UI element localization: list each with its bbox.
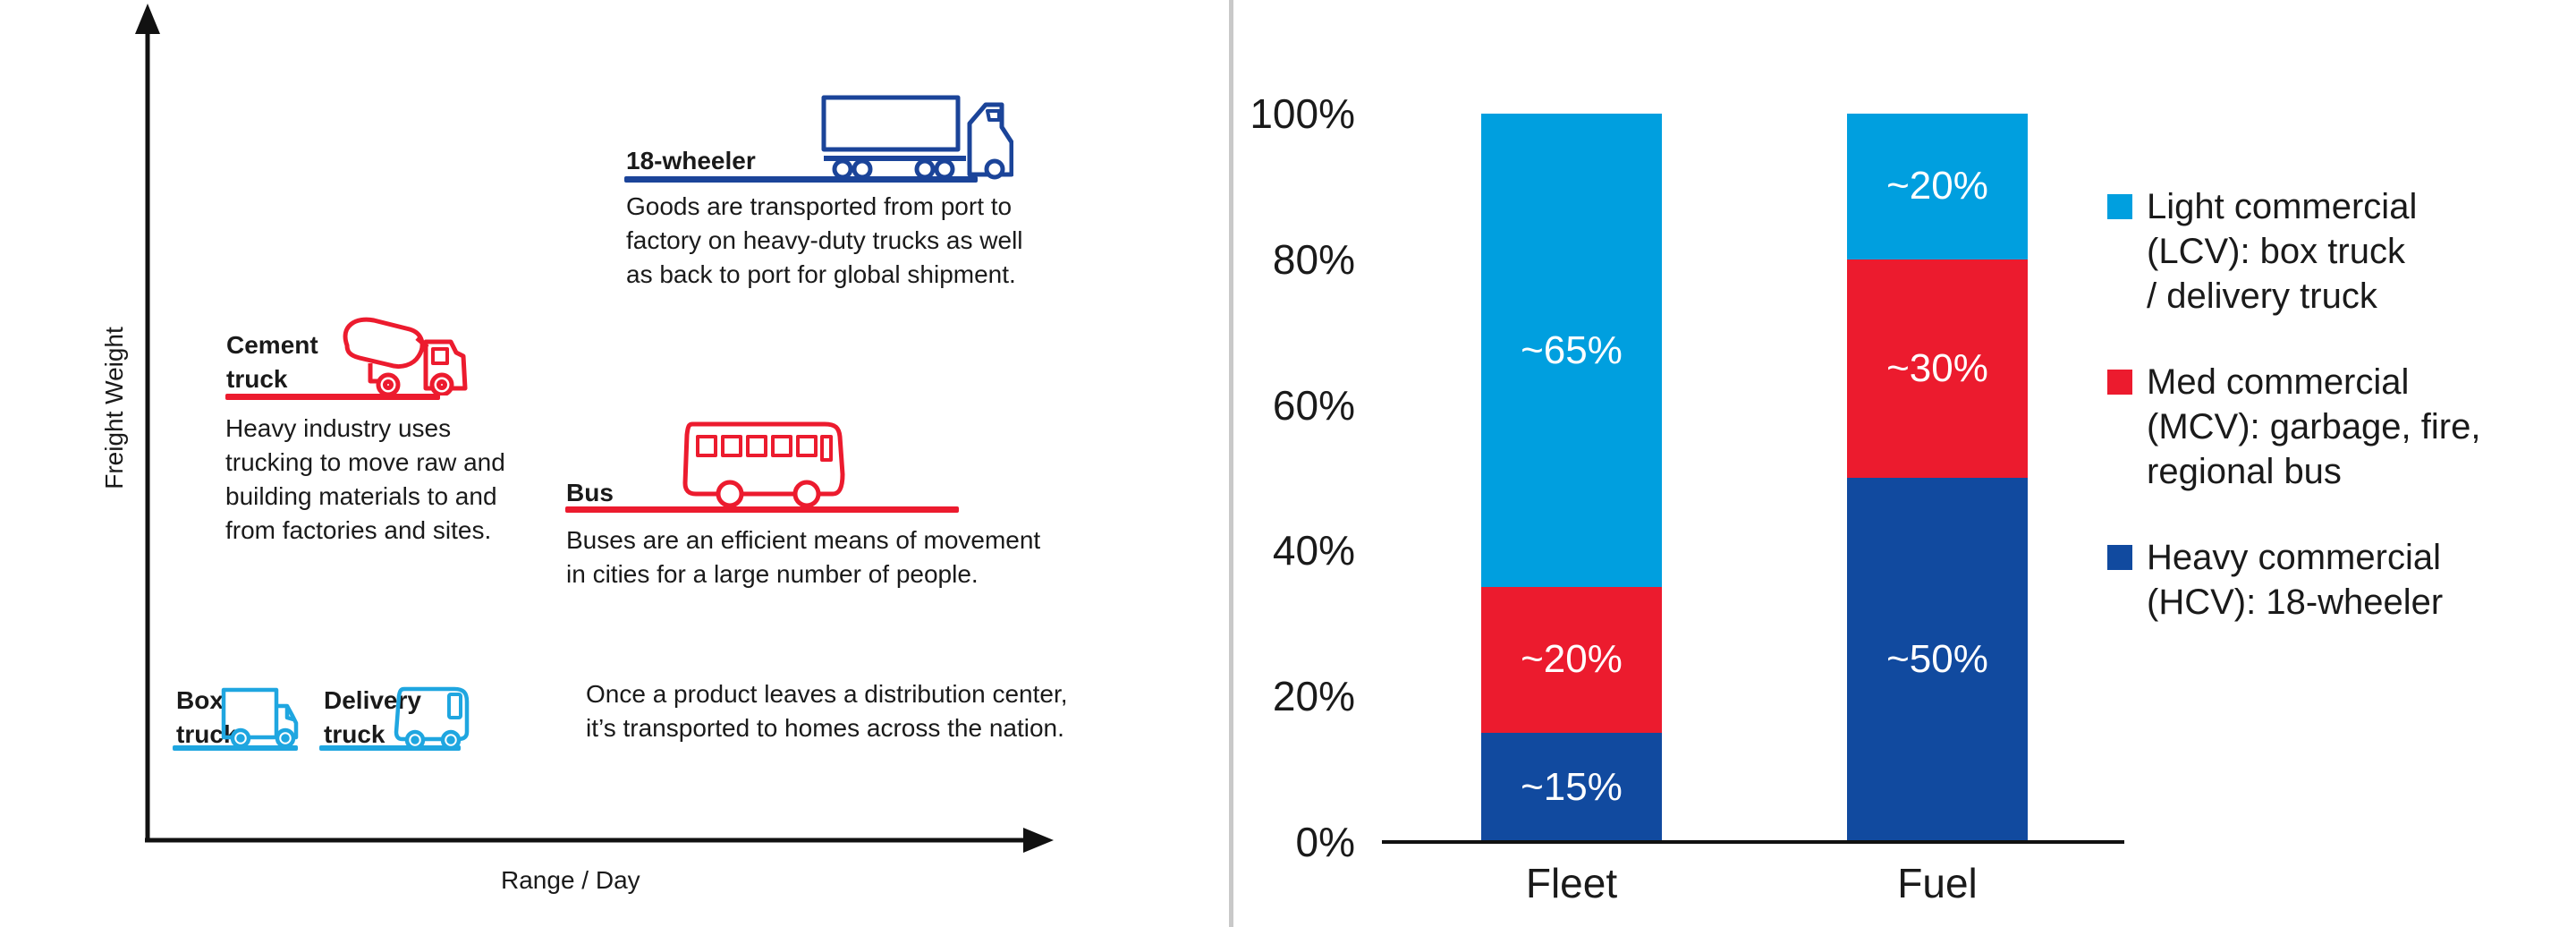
x-axis-line — [1382, 840, 2124, 844]
legend-swatch-mcv-icon — [2107, 370, 2132, 395]
category-label-fuel: Fuel — [1897, 860, 1978, 906]
bar-segment: ~20% — [1847, 114, 2028, 259]
bar-segment: ~50% — [1847, 477, 2028, 842]
y-tick-label: 20% — [1272, 673, 1355, 720]
diagram-axes — [135, 4, 1054, 853]
y-tick-label: 60% — [1272, 381, 1355, 429]
delivery-truck-underline — [319, 745, 461, 751]
bar-segment: ~30% — [1847, 259, 2028, 478]
y-tick-label: 80% — [1272, 235, 1355, 283]
cement-truck-underline — [225, 394, 440, 400]
legend-swatch-hcv-icon — [2107, 545, 2132, 570]
legend-item-lcv: Light commercial (LCV): box truck / deli… — [2107, 184, 2480, 319]
delivery-truck-icon — [394, 686, 470, 748]
x-axis-title: Range / Day — [501, 866, 640, 894]
eighteen-wheeler-underline — [624, 176, 978, 183]
eighteen-wheeler-description: Goods are transported from port to facto… — [626, 192, 1023, 288]
chart-legend: Light commercial (LCV): box truck / deli… — [2107, 184, 2480, 625]
stacked-bar-fleet: ~65% ~20% ~15% — [1481, 114, 1662, 842]
bar-segment: ~15% — [1481, 732, 1662, 842]
legend-label-lcv: Light commercial (LCV): box truck / deli… — [2147, 187, 2418, 316]
bar-segment-label: ~30% — [1886, 345, 1988, 390]
bus-icon — [682, 421, 845, 506]
bus-description: Buses are an efficient means of movement… — [566, 526, 1041, 588]
box-truck-underline — [173, 745, 298, 751]
bar-segment-label: ~20% — [1886, 164, 1988, 208]
eighteen-wheeler-icon — [821, 95, 1013, 180]
legend-item-mcv: Med commercial (MCV): garbage, fire, reg… — [2107, 360, 2480, 494]
y-tick-label: 100% — [1250, 90, 1355, 137]
cement-truck-icon — [343, 317, 468, 395]
y-axis-arrow-icon — [135, 4, 160, 34]
x-axis-arrow-icon — [1023, 828, 1054, 853]
y-axis-ticks: 100% 80% 60% 40% 20% 0% — [1145, 90, 1355, 865]
box-truck-label: Box truck — [176, 686, 238, 748]
bar-segment-label: ~50% — [1886, 637, 1988, 682]
legend-label-hcv: Heavy commercial (HCV): 18-wheeler — [2147, 538, 2444, 622]
bar-segment: ~65% — [1481, 114, 1662, 588]
y-tick-label: 40% — [1272, 527, 1355, 574]
box-truck-icon — [221, 687, 299, 748]
light-trucks-description: Once a product leaves a distribution cen… — [586, 680, 1068, 742]
bar-segment-label: ~65% — [1521, 327, 1623, 372]
cement-truck-description: Heavy industry uses trucking to move raw… — [225, 414, 505, 544]
panel-divider — [1229, 0, 1233, 927]
legend-label-mcv: Med commercial (MCV): garbage, fire, reg… — [2147, 362, 2481, 491]
bar-segment-label: ~15% — [1521, 764, 1623, 809]
category-label-fleet: Fleet — [1525, 860, 1618, 906]
eighteen-wheeler-label: 18-wheeler — [626, 147, 756, 174]
bus-label: Bus — [566, 479, 614, 506]
bar-segment: ~20% — [1481, 587, 1662, 733]
bar-segment-label: ~20% — [1521, 637, 1623, 682]
cement-truck-label: Cement truck — [226, 331, 318, 393]
y-tick-label: 0% — [1295, 819, 1355, 865]
y-axis-title: Freight Weight — [100, 327, 128, 489]
stacked-bar-fuel: ~20% ~30% ~50% — [1847, 114, 2028, 842]
legend-item-hcv: Heavy commercial (HCV): 18-wheeler — [2107, 535, 2480, 625]
legend-swatch-lcv-icon — [2107, 194, 2132, 219]
bus-underline — [565, 506, 959, 513]
